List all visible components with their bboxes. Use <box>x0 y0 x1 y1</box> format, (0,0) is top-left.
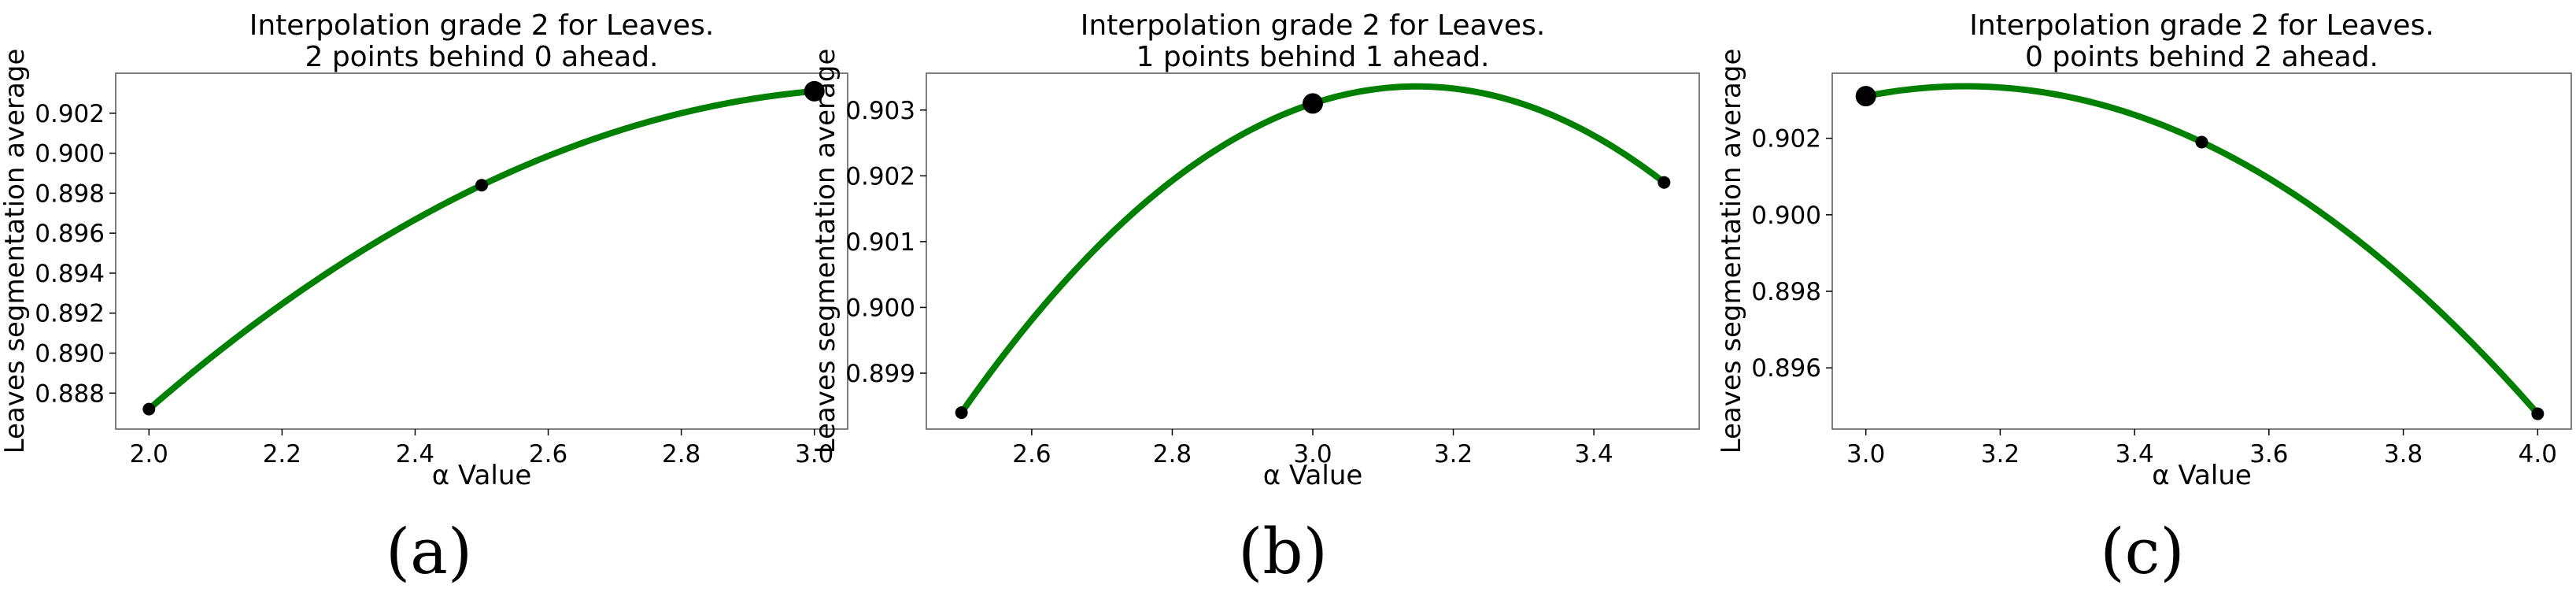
y-tick-label: 0.902 <box>1751 125 1821 154</box>
data-point <box>2531 407 2545 420</box>
y-tick-label: 0.901 <box>845 228 915 257</box>
interpolation-curve <box>958 83 1668 416</box>
x-tick-label: 3.0 <box>1846 440 1885 468</box>
axes-frame <box>115 72 848 430</box>
panel-label: (a) <box>386 515 472 588</box>
y-axis-label: Leaves segmentation average <box>810 49 841 454</box>
x-axis-label: α Value <box>432 460 532 491</box>
interpolation-curve <box>1862 83 2541 417</box>
chart-subtitle: 0 points behind 2 ahead. <box>2025 41 2378 73</box>
x-tick-label: 2.6 <box>1012 440 1051 468</box>
y-axis-label: Leaves segmentation average <box>1716 49 1747 454</box>
chart-panel-3: Interpolation grade 2 for Leaves.0 point… <box>1716 9 2572 588</box>
chart-title: Interpolation grade 2 for Leaves. <box>1969 9 2434 42</box>
chart-panel-2: Interpolation grade 2 for Leaves.1 point… <box>810 9 1700 588</box>
y-axis-label: Leaves segmentation average <box>0 49 31 454</box>
y-tick-label: 0.900 <box>1751 202 1821 230</box>
y-tick-label: 0.896 <box>35 220 105 248</box>
chart-panels: Interpolation grade 2 for Leaves.2 point… <box>0 9 2572 588</box>
interpolation-curve <box>146 87 818 413</box>
data-point <box>475 179 488 192</box>
y-tick-label: 0.902 <box>845 162 915 191</box>
axes-frame <box>1831 72 2572 430</box>
y-tick-label: 0.902 <box>35 100 105 128</box>
y-tick-label: 0.890 <box>35 340 105 368</box>
highlight-point <box>804 80 825 102</box>
y-tick-label: 0.903 <box>845 97 915 125</box>
chart-subtitle: 2 points behind 0 ahead. <box>305 41 658 73</box>
x-tick-label: 2.0 <box>130 440 168 468</box>
y-tick-label: 0.900 <box>35 140 105 168</box>
highlight-point <box>1855 86 1876 107</box>
chart-subtitle: 1 points behind 1 ahead. <box>1136 41 1489 73</box>
y-tick-label: 0.898 <box>1751 278 1821 306</box>
y-tick-label: 0.888 <box>35 379 105 408</box>
data-point <box>2195 135 2208 149</box>
x-tick-label: 3.0 <box>1293 440 1332 468</box>
data-point <box>142 402 156 416</box>
x-tick-label: 2.2 <box>263 440 301 468</box>
x-tick-label: 3.2 <box>1981 440 2020 468</box>
x-tick-label: 2.8 <box>662 440 700 468</box>
chart-title: Interpolation grade 2 for Leaves. <box>249 9 715 42</box>
panel-label: (c) <box>2100 515 2184 588</box>
x-axis-label: α Value <box>2152 460 2252 491</box>
y-tick-label: 0.894 <box>35 260 105 288</box>
x-tick-label: 2.4 <box>396 440 434 468</box>
x-tick-label: 2.8 <box>1153 440 1192 468</box>
x-tick-label: 3.2 <box>1434 440 1473 468</box>
panel-label: (b) <box>1238 515 1328 588</box>
y-tick-label: 0.899 <box>845 360 915 388</box>
x-tick-label: 4.0 <box>2519 440 2557 468</box>
data-point <box>955 406 968 420</box>
chart-title: Interpolation grade 2 for Leaves. <box>1081 9 1546 42</box>
x-tick-label: 2.6 <box>529 440 567 468</box>
x-tick-label: 3.6 <box>2249 440 2288 468</box>
x-tick-label: 3.4 <box>1574 440 1613 468</box>
y-tick-label: 0.900 <box>845 294 915 322</box>
x-axis-label: α Value <box>1263 460 1363 491</box>
y-tick-label: 0.892 <box>35 300 105 328</box>
x-tick-label: 3.0 <box>795 440 833 468</box>
y-tick-label: 0.898 <box>35 180 105 208</box>
x-tick-label: 3.8 <box>2384 440 2423 468</box>
chart-panel-1: Interpolation grade 2 for Leaves.2 point… <box>0 9 848 588</box>
y-tick-label: 0.896 <box>1751 354 1821 383</box>
x-tick-label: 3.4 <box>2115 440 2153 468</box>
highlight-point <box>1303 93 1323 114</box>
data-point <box>1658 176 1671 189</box>
